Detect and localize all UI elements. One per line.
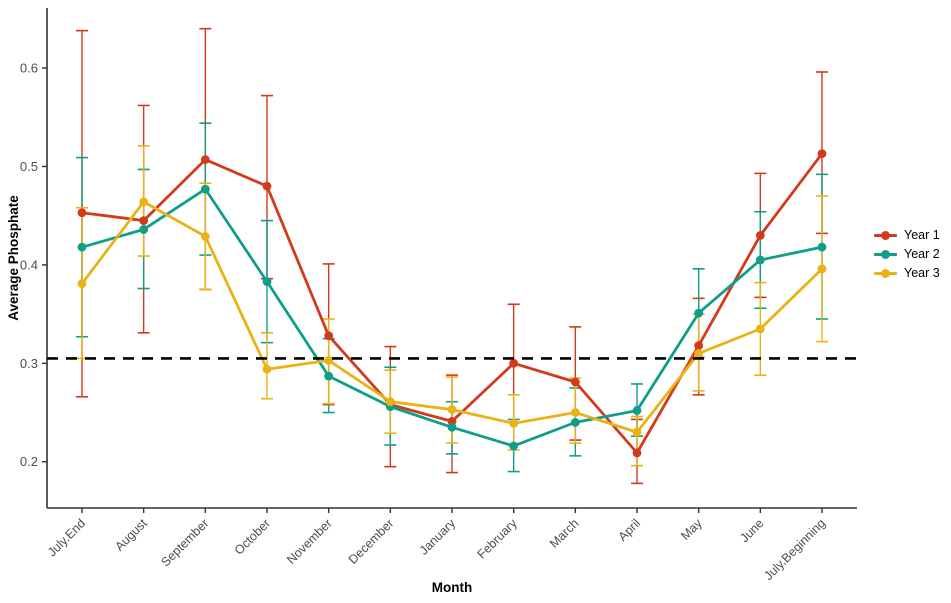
data-point	[200, 184, 210, 194]
x-tick-label: January	[417, 516, 459, 558]
x-axis-title: Month	[432, 580, 472, 595]
data-point	[817, 264, 827, 274]
data-point	[817, 149, 827, 159]
data-point	[694, 349, 704, 358]
data-point	[570, 417, 580, 427]
legend-item-year-2: Year 2	[874, 247, 940, 261]
legend-item-year-3: Year 3	[874, 266, 940, 280]
data-point	[509, 358, 519, 368]
legend-label-year-3: Year 3	[904, 266, 940, 280]
data-point	[694, 341, 704, 350]
data-point	[324, 371, 334, 381]
data-point	[755, 230, 765, 240]
data-point	[632, 448, 642, 458]
data-point	[262, 181, 272, 191]
data-point	[755, 324, 765, 334]
y-tick-label: 0.2	[20, 454, 38, 469]
x-tick-label: June	[737, 516, 766, 545]
data-point	[262, 364, 272, 374]
data-point	[447, 405, 457, 414]
data-point	[262, 277, 272, 287]
x-tick-label: August	[112, 516, 150, 554]
data-point	[385, 397, 395, 407]
legend: Year 1 Year 2 Year 3	[874, 228, 940, 280]
series-points-year-3	[77, 197, 827, 437]
x-tick-label: October	[232, 516, 273, 557]
x-tick-label: April	[616, 516, 644, 544]
x-tick-label: July.Beginning	[761, 516, 828, 583]
x-tick-label: July.End	[45, 516, 88, 559]
x-tick-label: March	[547, 516, 581, 550]
data-point	[570, 377, 580, 387]
data-point	[694, 308, 704, 318]
data-point	[447, 422, 457, 432]
data-point	[77, 208, 87, 218]
data-point	[139, 216, 149, 225]
y-tick-label: 0.4	[20, 257, 38, 272]
x-tick-label: February	[475, 516, 521, 562]
data-point	[139, 197, 149, 207]
data-point	[755, 255, 765, 265]
x-tick-label: December	[346, 516, 397, 567]
data-point	[509, 418, 519, 428]
legend-dot-icon	[881, 250, 890, 259]
legend-marker-year-3	[874, 267, 897, 279]
y-axis-title: Average Phosphate	[6, 195, 21, 321]
data-point	[632, 427, 642, 437]
data-point	[77, 242, 87, 252]
y-tick-label: 0.3	[20, 356, 38, 371]
data-point	[570, 408, 580, 417]
data-point	[817, 242, 827, 252]
data-point	[200, 155, 210, 164]
x-tick-label: May	[678, 516, 705, 543]
data-point	[139, 225, 149, 234]
data-point	[324, 355, 334, 365]
data-point	[77, 279, 87, 288]
x-tick-label: September	[158, 516, 211, 569]
legend-item-year-1: Year 1	[874, 228, 940, 242]
data-point	[324, 331, 334, 341]
data-point	[632, 406, 642, 415]
legend-label-year-1: Year 1	[904, 228, 940, 242]
legend-dot-icon	[881, 269, 890, 278]
y-tick-label: 0.5	[20, 159, 38, 174]
legend-marker-year-2	[874, 248, 897, 260]
data-point	[200, 231, 210, 241]
y-tick-label: 0.6	[20, 61, 38, 76]
data-point	[509, 441, 519, 451]
legend-dot-icon	[881, 231, 890, 240]
x-tick-label: November	[284, 516, 335, 567]
legend-label-year-2: Year 2	[904, 247, 940, 261]
legend-marker-year-1	[874, 229, 897, 241]
